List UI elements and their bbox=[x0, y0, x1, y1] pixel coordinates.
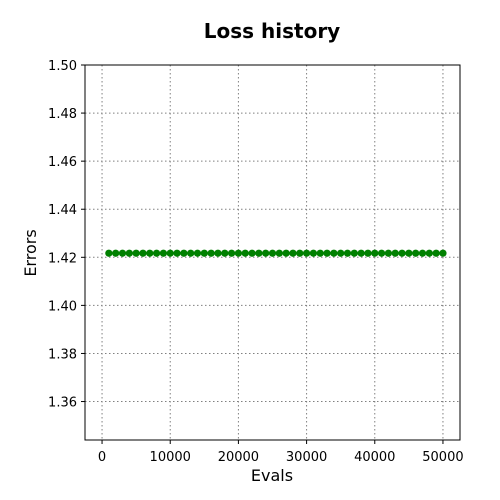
data-point bbox=[221, 249, 229, 257]
y-tick-label: 1.46 bbox=[48, 155, 77, 170]
series-layer bbox=[105, 249, 447, 257]
data-point bbox=[391, 249, 399, 257]
data-point bbox=[173, 249, 181, 257]
y-tick-label: 1.38 bbox=[48, 347, 77, 362]
data-point bbox=[146, 249, 154, 257]
data-point bbox=[180, 249, 188, 257]
data-point bbox=[234, 249, 243, 257]
data-point bbox=[296, 249, 304, 257]
x-tick-label: 30000 bbox=[286, 450, 327, 465]
data-point bbox=[357, 249, 365, 257]
data-point bbox=[412, 249, 420, 257]
data-point bbox=[384, 249, 393, 257]
data-point bbox=[248, 249, 256, 257]
data-point bbox=[200, 249, 208, 257]
data-point bbox=[282, 249, 290, 257]
data-point bbox=[105, 249, 113, 257]
data-point bbox=[214, 249, 222, 257]
data-point bbox=[330, 249, 338, 257]
y-tick-label: 1.44 bbox=[48, 203, 77, 218]
data-point bbox=[166, 249, 174, 257]
y-tick-label: 1.40 bbox=[48, 299, 77, 314]
x-tick-label: 0 bbox=[98, 450, 106, 465]
data-point bbox=[207, 249, 215, 257]
x-axis-label: Evals bbox=[251, 466, 293, 485]
y-tick-label: 1.48 bbox=[48, 107, 77, 122]
x-tick-label: 50000 bbox=[422, 450, 463, 465]
data-point bbox=[241, 249, 249, 257]
chart-title: Loss history bbox=[204, 19, 340, 43]
data-point bbox=[255, 249, 263, 257]
y-tick-label: 1.36 bbox=[48, 396, 77, 411]
data-point bbox=[139, 249, 147, 257]
data-point bbox=[302, 249, 311, 257]
data-point bbox=[316, 249, 324, 257]
data-point bbox=[152, 249, 161, 257]
data-point bbox=[275, 249, 283, 257]
data-point bbox=[364, 249, 372, 257]
data-point bbox=[268, 249, 277, 257]
data-point bbox=[432, 249, 440, 257]
data-point bbox=[350, 249, 358, 257]
data-point bbox=[193, 249, 202, 257]
x-tick-label: 20000 bbox=[218, 450, 259, 465]
data-point bbox=[112, 249, 120, 257]
plot-frame bbox=[84, 64, 461, 441]
data-point bbox=[377, 249, 386, 257]
data-point bbox=[125, 249, 133, 257]
data-point bbox=[337, 249, 345, 257]
x-tick-label: 10000 bbox=[150, 450, 191, 465]
y-axis-label: Errors bbox=[21, 229, 40, 276]
data-point bbox=[159, 249, 168, 257]
data-point bbox=[289, 249, 297, 257]
data-point bbox=[132, 249, 140, 257]
data-point bbox=[343, 249, 352, 257]
data-point bbox=[405, 249, 413, 257]
data-point bbox=[439, 249, 447, 257]
x-tick-label: 40000 bbox=[354, 450, 395, 465]
data-point bbox=[227, 249, 236, 257]
data-point bbox=[187, 249, 195, 257]
x-axis-ticks: 0 10000 20000 30000 40000 50000 bbox=[98, 440, 464, 465]
data-point bbox=[371, 249, 379, 257]
data-point bbox=[425, 249, 433, 257]
data-point bbox=[398, 249, 406, 257]
data-point bbox=[309, 249, 318, 257]
y-tick-label: 1.50 bbox=[48, 59, 77, 74]
y-axis-ticks: 1.36 1.38 1.40 1.42 1.44 1.46 1.48 1.50 bbox=[48, 59, 85, 411]
data-point bbox=[418, 249, 427, 257]
y-tick-label: 1.42 bbox=[48, 251, 77, 266]
data-point bbox=[262, 249, 270, 257]
data-point bbox=[323, 249, 331, 257]
data-point bbox=[118, 249, 127, 257]
